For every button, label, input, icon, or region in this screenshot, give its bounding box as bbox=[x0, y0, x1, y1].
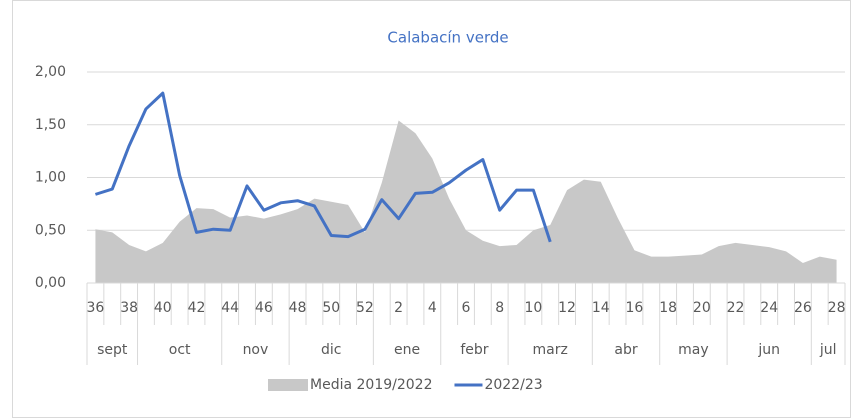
group-label: marz bbox=[533, 342, 568, 358]
line bbox=[94, 91, 552, 243]
x-tick-label: 24 bbox=[760, 300, 778, 316]
legend-swatch bbox=[268, 379, 308, 391]
x-tick-label: 50 bbox=[322, 300, 340, 316]
x-tick-label: 22 bbox=[727, 300, 745, 316]
x-tick-label: 18 bbox=[659, 300, 677, 316]
legend-label: 2022/23 bbox=[484, 377, 542, 393]
group-label: sept bbox=[97, 342, 128, 358]
y-tick-label: 2,00 bbox=[35, 64, 66, 80]
x-tick-label: 36 bbox=[87, 300, 105, 316]
x-tick-label: 48 bbox=[289, 300, 307, 316]
chart-title: Calabacín verde bbox=[387, 29, 508, 47]
x-tick-label: 26 bbox=[794, 300, 812, 316]
group-label: oct bbox=[169, 342, 191, 358]
x-tick-label: 2 bbox=[394, 300, 403, 316]
group-label: abr bbox=[614, 342, 637, 358]
y-tick-label: 0,50 bbox=[35, 222, 66, 238]
group-label: ene bbox=[394, 342, 420, 358]
legend-label: Media 2019/2022 bbox=[310, 377, 432, 393]
group-label: febr bbox=[460, 342, 488, 358]
area bbox=[95, 120, 837, 283]
group-label: may bbox=[678, 342, 709, 358]
y-tick-label: 1,00 bbox=[35, 170, 66, 186]
x-tick-label: 46 bbox=[255, 300, 273, 316]
y-tick-label: 1,50 bbox=[35, 117, 66, 133]
x-tick-label: 12 bbox=[558, 300, 576, 316]
x-tick-label: 14 bbox=[592, 300, 610, 316]
group-label: dic bbox=[321, 342, 341, 358]
group-label: jun bbox=[757, 342, 780, 358]
x-tick-label: 4 bbox=[428, 300, 437, 316]
x-tick-label: 28 bbox=[828, 300, 846, 316]
x-tick-label: 44 bbox=[221, 300, 239, 316]
x-tick-label: 6 bbox=[462, 300, 471, 316]
group-label: jul bbox=[819, 342, 837, 358]
x-tick-label: 20 bbox=[693, 300, 711, 316]
x-tick-label: 8 bbox=[495, 300, 504, 316]
x-tick-label: 16 bbox=[626, 300, 644, 316]
group-label: nov bbox=[243, 342, 269, 358]
y-tick-label: 0,00 bbox=[35, 275, 66, 291]
x-tick-label: 52 bbox=[356, 300, 374, 316]
x-tick-label: 38 bbox=[120, 300, 138, 316]
x-tick-label: 10 bbox=[524, 300, 542, 316]
x-tick-label: 42 bbox=[188, 300, 206, 316]
x-tick-label: 40 bbox=[154, 300, 172, 316]
